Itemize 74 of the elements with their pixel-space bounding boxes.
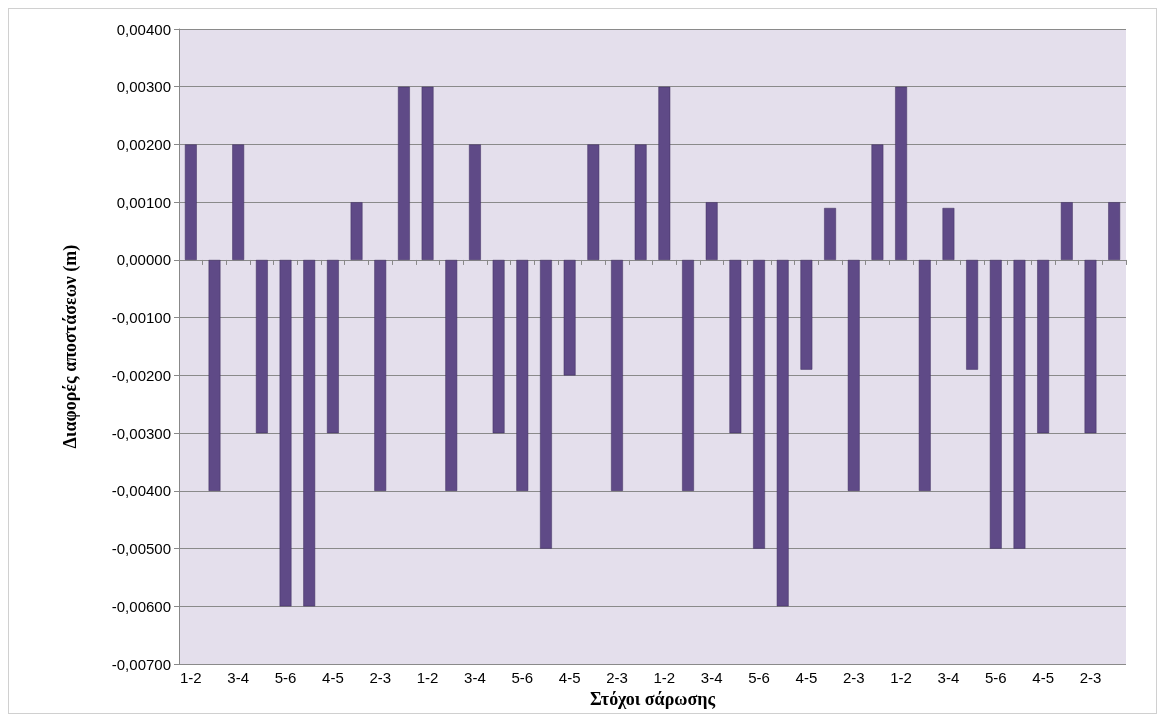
y-tick-label: 0,00300	[116, 78, 171, 96]
bar	[634, 144, 647, 260]
bar	[966, 259, 979, 370]
bar	[184, 144, 197, 260]
x-tick-label: 3-4	[227, 669, 250, 687]
y-axis-title: Διαφορές αποστάσεων (m)	[60, 244, 81, 449]
y-tick-label: 0,00000	[116, 251, 171, 269]
bar	[1037, 259, 1050, 434]
bar	[1060, 202, 1073, 260]
y-tick-label: 0,00200	[116, 135, 171, 153]
x-tick-label: 3-4	[937, 669, 960, 687]
x-tick-label: 4-5	[795, 669, 818, 687]
bar	[611, 259, 623, 491]
bar	[776, 259, 789, 607]
y-tick-label: 0,00400	[116, 20, 171, 38]
y-tick-label: -0,00100	[111, 309, 171, 327]
y-tick-label: -0,00700	[111, 655, 171, 673]
bar	[208, 259, 221, 491]
bar	[232, 144, 245, 260]
bar	[824, 207, 836, 260]
x-tick-label: 2-3	[606, 669, 628, 687]
bar	[753, 259, 765, 549]
bar	[350, 202, 363, 260]
x-tick-label: 3-4	[464, 669, 486, 687]
bar	[682, 259, 694, 491]
x-tick-label: 5-6	[984, 669, 1007, 687]
x-tick-label: 1-2	[179, 669, 202, 687]
x-tick-label: 2-3	[842, 669, 865, 687]
x-tick-label: 2-3	[369, 669, 392, 687]
x-tick-label: 5-6	[274, 669, 297, 687]
bar	[895, 86, 908, 260]
bar	[303, 259, 316, 607]
bar	[326, 259, 339, 434]
bar	[942, 207, 955, 260]
bar	[445, 259, 458, 491]
x-tick-label: 5-6	[748, 669, 770, 687]
bar	[516, 259, 529, 491]
x-tick-label: 4-5	[1032, 669, 1054, 687]
bar	[989, 259, 1002, 549]
bar	[658, 86, 671, 260]
x-tick-label: 1-2	[890, 669, 912, 687]
bar	[1084, 259, 1097, 434]
bar	[1013, 259, 1026, 549]
bar	[918, 259, 931, 491]
bar	[279, 259, 292, 607]
bar	[492, 259, 505, 434]
bar	[800, 259, 813, 370]
bar	[1108, 202, 1121, 260]
bar	[587, 144, 600, 260]
bar	[563, 259, 576, 376]
y-tick-label: -0,00600	[111, 597, 171, 615]
bar	[421, 86, 434, 260]
bar	[540, 259, 552, 549]
x-tick-label: 4-5	[558, 669, 581, 687]
bar	[469, 144, 481, 260]
x-tick-label: 1-2	[653, 669, 676, 687]
x-tick-label: 4-5	[322, 669, 344, 687]
bar	[729, 259, 742, 434]
y-tick-label: -0,00200	[111, 366, 171, 384]
bar	[705, 202, 718, 260]
bar	[374, 259, 387, 491]
y-tick-label: -0,00400	[111, 482, 171, 500]
y-tick-label: 0,00100	[116, 193, 171, 211]
x-axis-title: Στόχοι σάρωσης	[589, 689, 716, 709]
y-tick-label: -0,00300	[111, 424, 171, 442]
bar	[847, 259, 860, 491]
y-tick-label: -0,00500	[111, 540, 171, 558]
x-tick-label: 2-3	[1079, 669, 1102, 687]
x-tick-label: 5-6	[511, 669, 534, 687]
bar	[255, 259, 268, 434]
bar	[397, 86, 410, 260]
bar	[871, 144, 884, 260]
x-tick-label: 3-4	[700, 669, 723, 687]
x-tick-label: 1-2	[416, 669, 439, 687]
